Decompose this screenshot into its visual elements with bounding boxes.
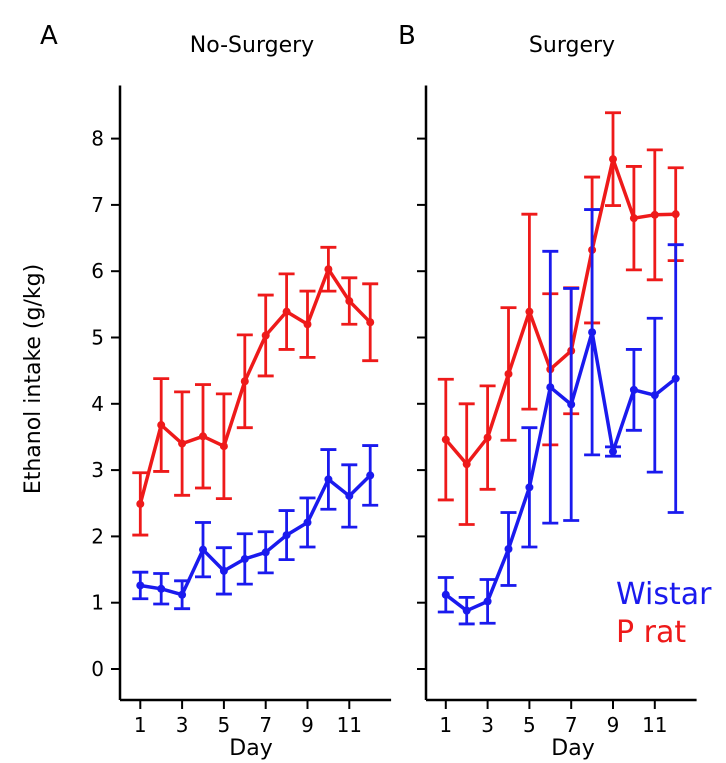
x-tick-label: 9	[607, 713, 620, 737]
data-point-wistar	[324, 475, 333, 484]
data-point-wistar	[136, 581, 145, 590]
data-point-p-rat	[462, 460, 471, 469]
data-point-wistar	[240, 554, 249, 563]
data-point-wistar	[178, 590, 187, 599]
data-point-p-rat	[671, 210, 680, 219]
data-point-wistar	[525, 483, 534, 492]
x-tick-label: 7	[259, 713, 272, 737]
y-tick-label: 7	[91, 193, 104, 217]
panel-a-plot: 0 1 2 3 4 5 6 7 8 1 3 5 7 9 11	[91, 85, 392, 737]
x-tick-label: 11	[337, 713, 362, 737]
data-point-wistar	[261, 548, 270, 557]
x-tick-label: 7	[565, 713, 578, 737]
data-point-p-rat	[650, 210, 659, 219]
y-tick-label: 8	[91, 127, 104, 151]
y-tick-label: 1	[91, 591, 104, 615]
panel-b-x-axis-label: Day	[551, 736, 594, 761]
data-point-wistar	[588, 328, 597, 337]
x-tick-label: 5	[218, 713, 231, 737]
x-tick-label: 1	[439, 713, 452, 737]
data-point-wistar	[441, 590, 450, 599]
data-point-wistar	[567, 400, 576, 409]
data-point-p-rat	[324, 265, 333, 274]
data-point-wistar	[366, 471, 375, 480]
data-point-p-rat	[261, 331, 270, 340]
x-tick-label: 11	[642, 713, 667, 737]
data-point-p-rat	[504, 369, 513, 378]
data-point-p-rat	[303, 320, 312, 329]
data-point-wistar	[282, 531, 291, 540]
legend-wistar: Wistar	[616, 577, 712, 612]
x-tick-label: 3	[176, 713, 189, 737]
x-tick-label: 9	[301, 713, 314, 737]
data-point-wistar	[671, 374, 680, 383]
data-point-p-rat	[441, 435, 450, 444]
series-line-p-rat	[444, 157, 676, 466]
data-point-wistar	[609, 447, 617, 456]
data-point-p-rat	[219, 442, 228, 451]
data-point-p-rat	[525, 307, 534, 316]
data-point-p-rat	[366, 318, 375, 327]
x-tick-label: 5	[523, 713, 536, 737]
panel-b-title: Surgery	[529, 33, 615, 58]
data-point-p-rat	[483, 433, 492, 442]
data-point-wistar	[483, 597, 492, 606]
x-tick-label: 1	[134, 713, 147, 737]
series-line-wistar	[140, 474, 372, 597]
data-point-p-rat	[240, 377, 249, 386]
panel-a-letter: A	[40, 21, 58, 51]
y-tick-label: 5	[91, 326, 104, 350]
data-point-wistar	[629, 385, 638, 394]
data-point-wistar	[650, 391, 659, 400]
data-point-p-rat	[199, 432, 207, 441]
y-axis-label: Ethanol intake (g/kg)	[21, 264, 46, 494]
data-point-wistar	[504, 544, 513, 553]
data-point-wistar	[303, 518, 312, 527]
data-point-p-rat	[609, 155, 617, 164]
data-point-wistar	[219, 566, 228, 575]
data-point-p-rat	[157, 421, 166, 430]
panel-b-letter: B	[398, 21, 416, 51]
y-tick-label: 0	[91, 657, 104, 681]
x-tick-label: 3	[481, 713, 494, 737]
panel-a-x-axis-label: Day	[229, 736, 272, 761]
series-line-wistar	[444, 330, 677, 613]
data-point-wistar	[199, 545, 207, 554]
panel-a-title: No-Surgery	[190, 33, 314, 58]
data-point-wistar	[157, 584, 166, 593]
series-line-p-rat	[138, 267, 372, 505]
data-point-p-rat	[178, 439, 187, 448]
data-point-p-rat	[629, 214, 638, 223]
data-point-p-rat	[345, 297, 354, 306]
data-point-wistar	[546, 383, 555, 392]
data-point-wistar	[345, 491, 354, 500]
data-point-p-rat	[282, 307, 291, 316]
legend-p-rat: P rat	[616, 615, 686, 650]
y-tick-label: 4	[91, 392, 104, 416]
data-point-wistar	[462, 606, 471, 615]
panel-b-plot: 1 3 5 7 9 11	[417, 85, 697, 737]
y-tick-label: 6	[91, 259, 104, 283]
y-tick-label: 2	[91, 524, 104, 548]
y-tick-label: 3	[91, 458, 104, 482]
data-point-p-rat	[136, 499, 145, 508]
